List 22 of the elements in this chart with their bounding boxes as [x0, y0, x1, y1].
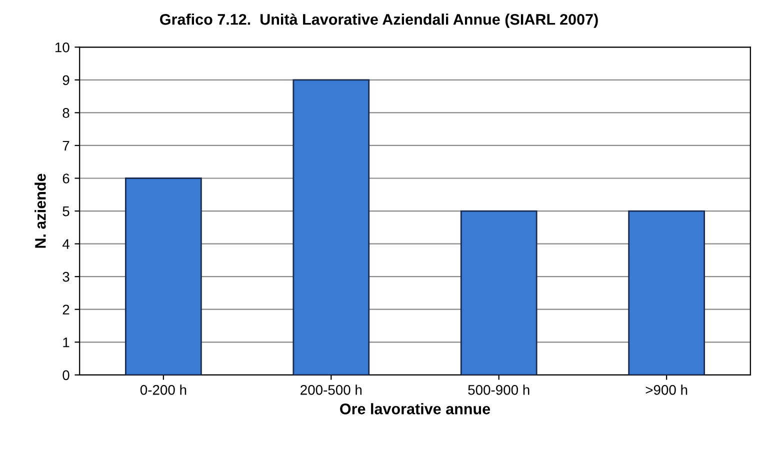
x-axis-title: Ore lavorative annue — [340, 403, 490, 414]
bar — [628, 210, 705, 375]
y-tick-label: 1 — [63, 338, 70, 348]
chart-title: Grafico 7.12. Unità Lavorative Aziendali Annue (SIARL 2007) — [160, 13, 598, 28]
y-tick-label: 9 — [62, 75, 70, 86]
x-tick-label: 0-200 h — [140, 384, 186, 395]
bar — [460, 210, 538, 375]
x-tick-label: >900 h — [646, 384, 688, 395]
y-tick-label: 5 — [62, 206, 70, 216]
y-tick-label: 0 — [62, 370, 70, 380]
y-tick-label: 10 — [55, 42, 70, 52]
bar — [125, 178, 202, 375]
x-tick-label: 200-500 h — [300, 384, 362, 395]
y-tick-label: 8 — [62, 108, 70, 118]
y-tick-label: 4 — [62, 239, 70, 249]
y-axis-title: N. aziende — [34, 174, 46, 248]
y-tick-label: 2 — [62, 304, 70, 314]
y-tick-label: 7 — [62, 140, 70, 151]
y-tick-label: 3 — [62, 272, 70, 282]
bar — [292, 79, 370, 375]
x-tick-label: 500-900 h — [468, 384, 530, 395]
y-tick-label: 6 — [62, 174, 70, 184]
